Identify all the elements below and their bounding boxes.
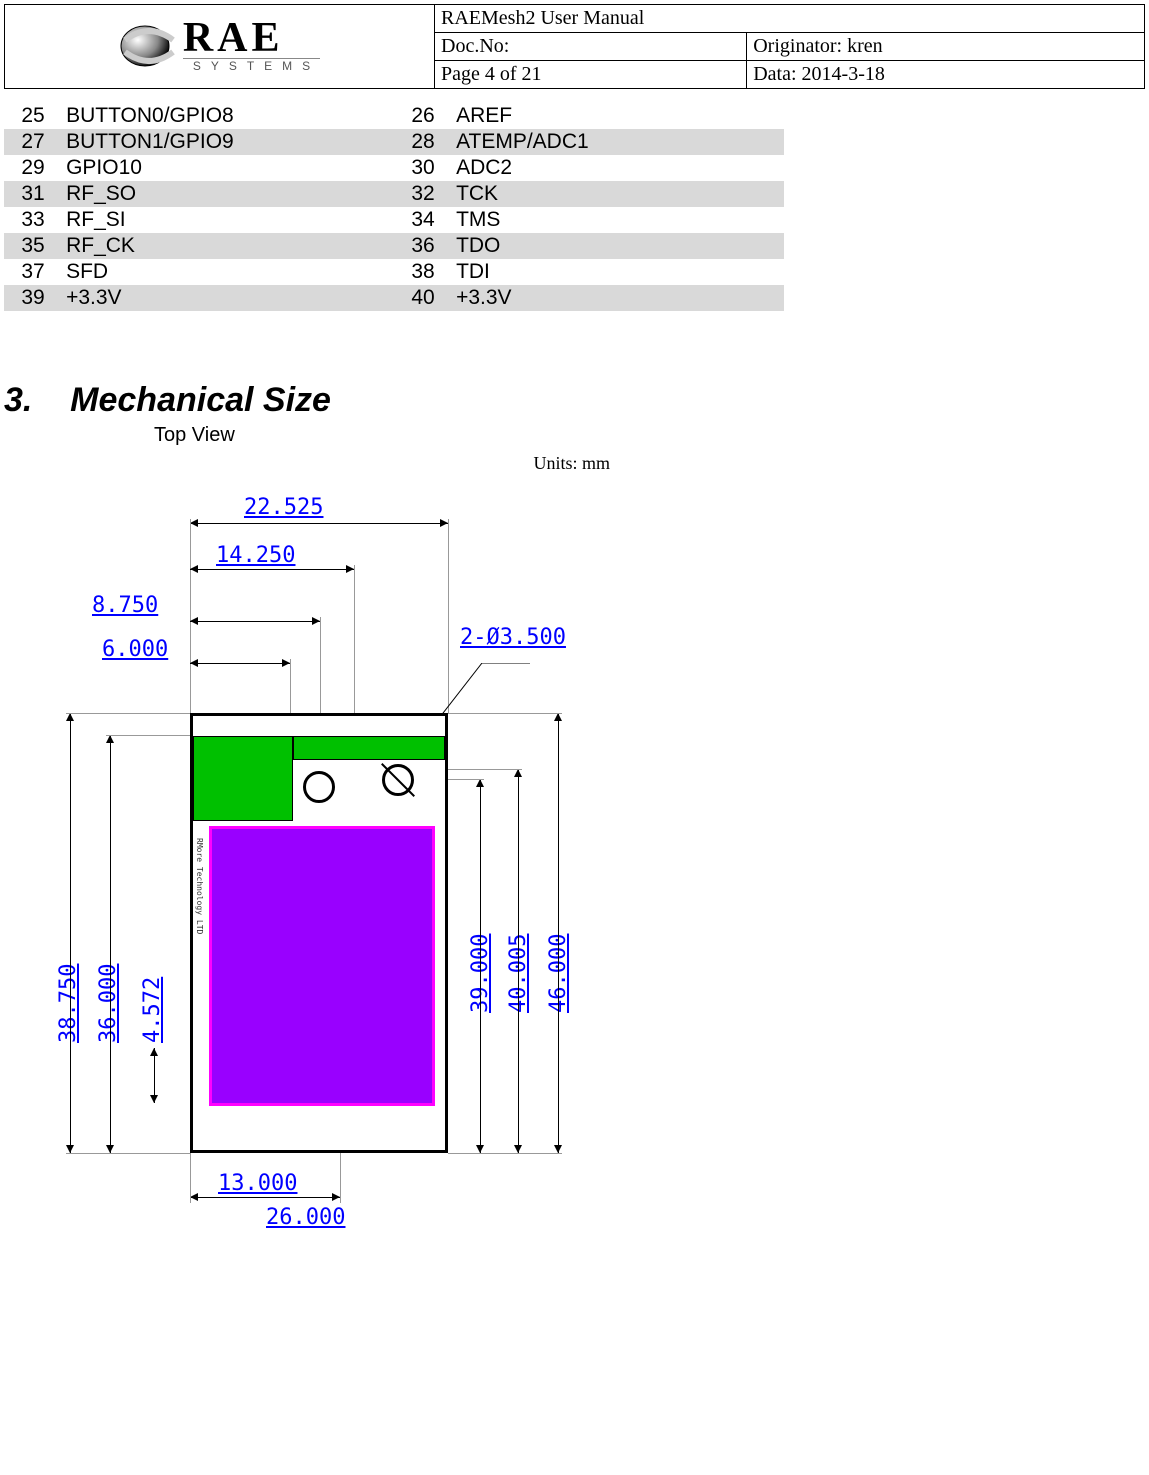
- pin-name: TMS: [452, 207, 784, 233]
- table-row: 27BUTTON1/GPIO928ATEMP/ADC1: [4, 129, 784, 155]
- arrow-bot1: [190, 1197, 340, 1198]
- pin-name: BUTTON1/GPIO9: [62, 129, 394, 155]
- arrow-h-r2: [518, 769, 519, 1153]
- pin-name: BUTTON0/GPIO8: [62, 103, 394, 129]
- doc-no: Doc.No:: [435, 33, 747, 61]
- pcb-purple-block: [209, 826, 435, 1106]
- pin-num: 29: [4, 155, 62, 181]
- pin-num: 32: [394, 181, 452, 207]
- pin-num: 35: [4, 233, 62, 259]
- table-row: 37SFD38TDI: [4, 259, 784, 285]
- arrow-h-r3: [558, 713, 559, 1153]
- pin-table: 25BUTTON0/GPIO826AREF27BUTTON1/GPIO928AT…: [4, 103, 784, 311]
- pin-name: ADC2: [452, 155, 784, 181]
- logo-subtext: SYSTEMS: [183, 58, 320, 73]
- table-row: 33RF_SI34TMS: [4, 207, 784, 233]
- pin-num: 26: [394, 103, 452, 129]
- arrow-w-total: [190, 523, 448, 524]
- pin-num: 28: [394, 129, 452, 155]
- section-title: Mechanical Size: [70, 381, 331, 419]
- pin-name: RF_SO: [62, 181, 394, 207]
- pin-name: RF_CK: [62, 233, 394, 259]
- dim-x-off2: 6.000: [102, 637, 168, 662]
- board-outline: RMore Technology LTD: [190, 713, 448, 1153]
- logo-cell: RAE SYSTEMS: [5, 5, 435, 89]
- pin-num: 33: [4, 207, 62, 233]
- arrow-h-small: [154, 1048, 155, 1103]
- logo-text: RAE: [183, 20, 284, 58]
- arrow-h-mid: [110, 735, 111, 1153]
- pin-name: TCK: [452, 181, 784, 207]
- dim-h-small: 4.572: [140, 977, 165, 1043]
- pcb-green-block: [193, 736, 293, 821]
- doc-header: RAE SYSTEMS RAEMesh2 User Manual Doc.No:…: [4, 4, 1145, 89]
- table-row: 29GPIO1030ADC2: [4, 155, 784, 181]
- pin-name: RF_SI: [62, 207, 394, 233]
- dim-x-off1: 8.750: [92, 593, 158, 618]
- pin-num: 30: [394, 155, 452, 181]
- arrow-x-off2: [190, 663, 290, 664]
- pin-num: 34: [394, 207, 452, 233]
- doc-date: Data: 2014-3-18: [747, 61, 1145, 89]
- doc-originator: Originator: kren: [747, 33, 1145, 61]
- pin-num: 36: [394, 233, 452, 259]
- table-row: 31RF_SO32TCK: [4, 181, 784, 207]
- pin-name: TDI: [452, 259, 784, 285]
- mechanical-diagram: Units: mm 22.525 14.250 8.750 6.000 2-Ø3…: [30, 453, 610, 1213]
- pin-name: ATEMP/ADC1: [452, 129, 784, 155]
- pin-num: 27: [4, 129, 62, 155]
- dim-bot2: 26.000: [266, 1205, 345, 1230]
- doc-page: Page 4 of 21: [435, 61, 747, 89]
- mounting-hole-1: [303, 771, 335, 803]
- arrow-w-inner: [190, 569, 354, 570]
- dim-bot1: 13.000: [218, 1171, 297, 1196]
- pin-name: GPIO10: [62, 155, 394, 181]
- pin-num: 25: [4, 103, 62, 129]
- pin-num: 37: [4, 259, 62, 285]
- dim-w-total: 22.525: [244, 495, 323, 520]
- pin-num: 31: [4, 181, 62, 207]
- table-row: 39+3.3V40+3.3V: [4, 285, 784, 311]
- pin-name: AREF: [452, 103, 784, 129]
- table-row: 25BUTTON0/GPIO826AREF: [4, 103, 784, 129]
- arrow-h-r1: [480, 779, 481, 1153]
- mounting-hole-2: [382, 764, 414, 796]
- logo-icon: [119, 20, 179, 74]
- dim-h-full: 38.750: [56, 964, 81, 1043]
- pin-name: SFD: [62, 259, 394, 285]
- board-marking: RMore Technology LTD: [195, 838, 204, 934]
- pin-num: 39: [4, 285, 62, 311]
- section-caption: Top View: [154, 424, 1145, 447]
- dim-hole: 2-Ø3.500: [460, 625, 566, 650]
- pin-name: TDO: [452, 233, 784, 259]
- pin-name: +3.3V: [452, 285, 784, 311]
- units-label: Units: mm: [533, 453, 610, 474]
- dim-h-mid: 36.000: [96, 964, 121, 1043]
- pin-num: 38: [394, 259, 452, 285]
- dim-w-inner: 14.250: [216, 543, 295, 568]
- arrow-x-off1: [190, 621, 320, 622]
- table-row: 35RF_CK36TDO: [4, 233, 784, 259]
- pin-num: 40: [394, 285, 452, 311]
- arrow-h-full: [70, 713, 71, 1153]
- section-number: 3.: [4, 381, 32, 419]
- doc-title: RAEMesh2 User Manual: [435, 5, 1145, 33]
- section-heading: 3. Mechanical Size: [4, 381, 1145, 420]
- pin-name: +3.3V: [62, 285, 394, 311]
- pcb-green-strip: [293, 736, 445, 760]
